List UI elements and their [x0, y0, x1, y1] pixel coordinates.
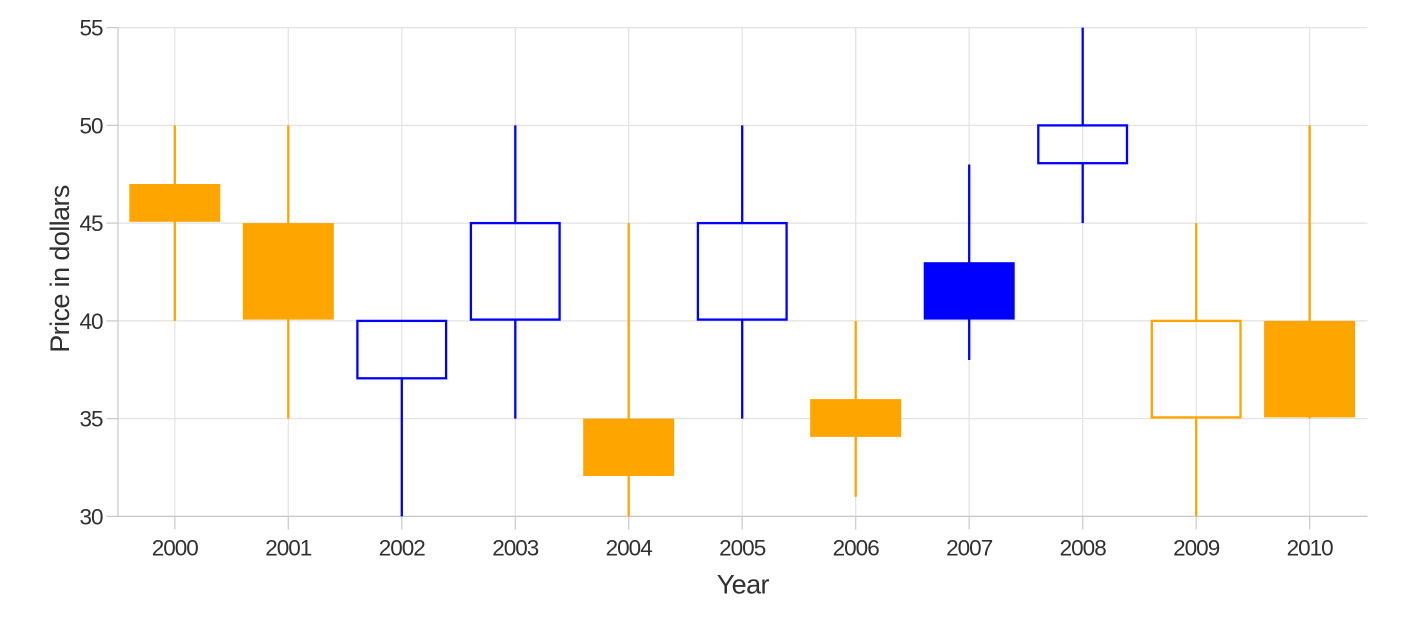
svg-text:45: 45 — [79, 211, 103, 236]
svg-text:2008: 2008 — [1060, 536, 1107, 561]
svg-text:2006: 2006 — [833, 536, 880, 561]
svg-text:2005: 2005 — [719, 536, 766, 561]
svg-text:2007: 2007 — [946, 536, 993, 561]
svg-text:2001: 2001 — [265, 536, 312, 561]
svg-text:2004: 2004 — [606, 536, 653, 561]
svg-text:30: 30 — [79, 505, 103, 530]
svg-text:40: 40 — [79, 309, 103, 334]
svg-text:Year: Year — [717, 570, 770, 600]
svg-text:55: 55 — [79, 16, 103, 41]
svg-text:Price in dollars: Price in dollars — [45, 185, 75, 353]
svg-text:2000: 2000 — [152, 536, 199, 561]
svg-text:2002: 2002 — [379, 536, 426, 561]
svg-text:50: 50 — [79, 114, 103, 139]
svg-text:2003: 2003 — [492, 536, 539, 561]
svg-text:2009: 2009 — [1173, 536, 1220, 561]
svg-text:2010: 2010 — [1287, 536, 1334, 561]
svg-text:35: 35 — [79, 407, 103, 432]
